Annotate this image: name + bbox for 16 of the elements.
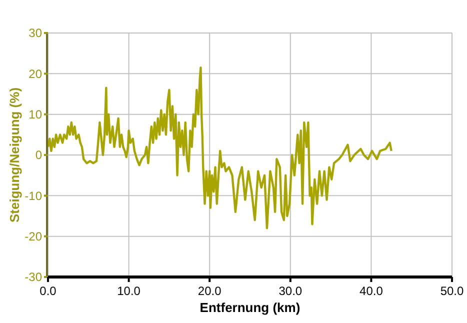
x-tick-label: 10.0 <box>117 284 141 298</box>
line-series <box>46 66 392 230</box>
y-tick-label: 0 <box>35 148 42 162</box>
x-axis-title: Entfernung (km) <box>200 300 300 315</box>
y-tick-label: 10 <box>28 108 42 122</box>
x-tick-label: 30.0 <box>278 284 302 298</box>
y-tick-label: -30 <box>24 270 42 284</box>
y-tick-label: -10 <box>24 188 42 203</box>
x-tick-label: 0.0 <box>40 284 57 298</box>
y-tick-label: -20 <box>24 230 42 244</box>
x-tick-label: 20.0 <box>198 284 222 298</box>
x-tick-label: 40.0 <box>360 284 384 298</box>
y-axis-title: Steigung/Neigung (%) <box>7 87 22 223</box>
y-tick-label: 30 <box>28 26 42 40</box>
y-tick-label: 20 <box>28 66 42 81</box>
x-tick-label: 50.0 <box>440 284 464 298</box>
